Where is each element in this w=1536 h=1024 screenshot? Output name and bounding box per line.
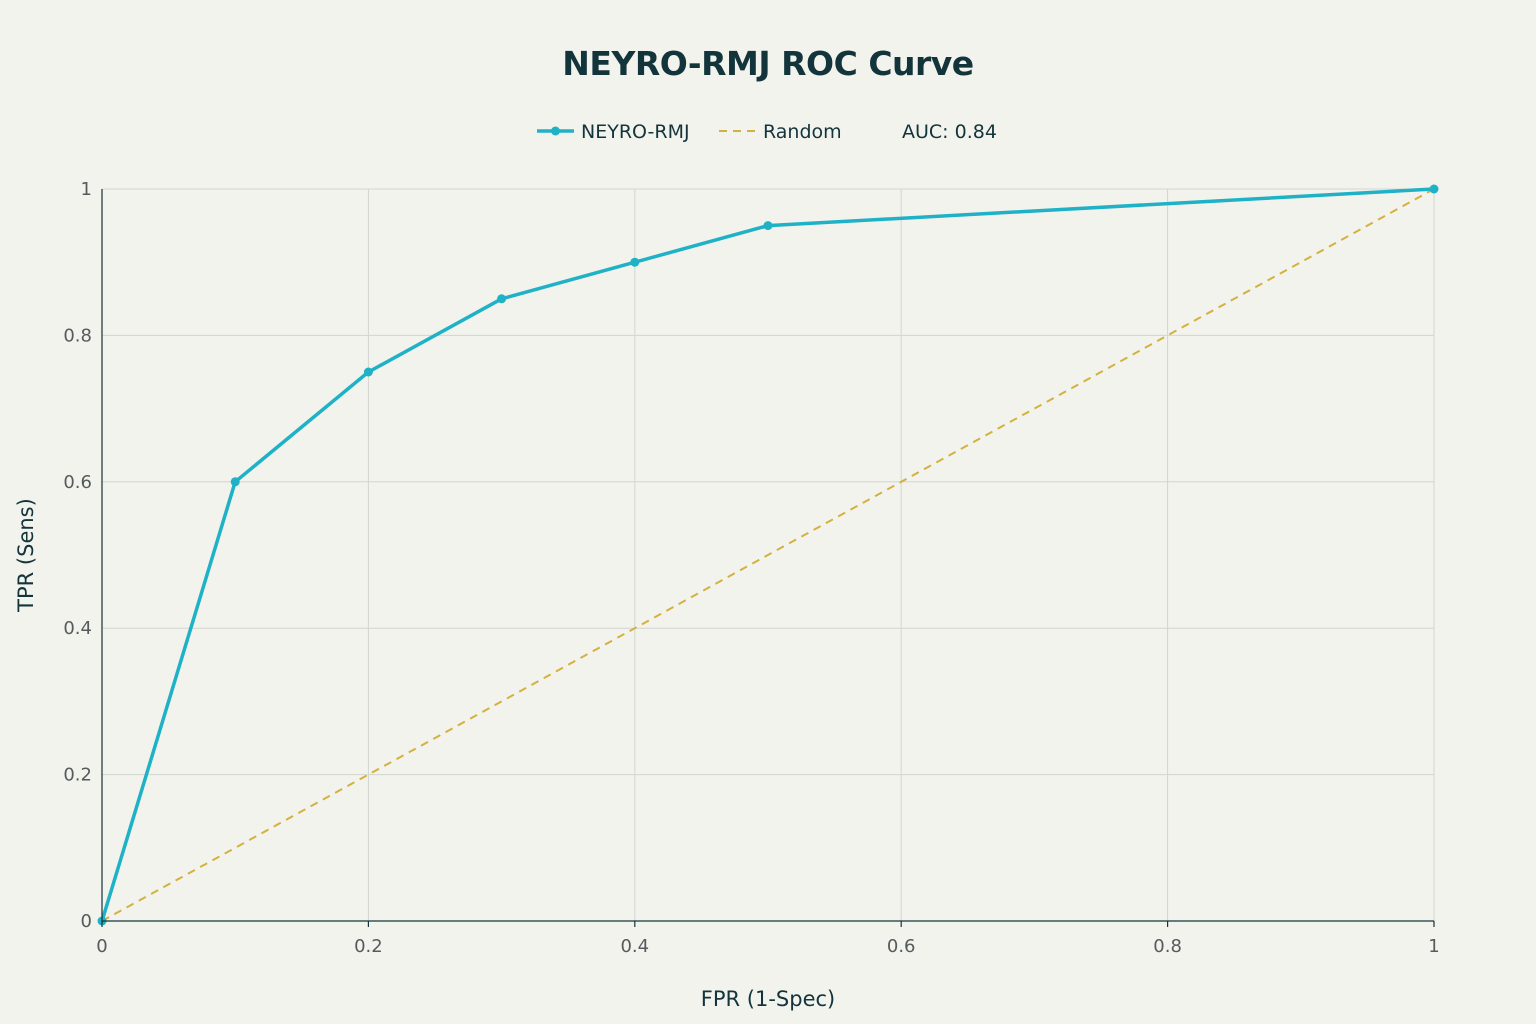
y-tick-label: 0.2	[63, 765, 92, 786]
legend-item-neyro-rmj: NEYRO-RMJ	[537, 121, 690, 143]
x-tick-label: 0.6	[887, 936, 916, 957]
chart-axes	[101, 189, 1435, 927]
x-axis-label: FPR (1-Spec)	[701, 987, 835, 1011]
legend-marker-neyro-rmj	[551, 126, 560, 136]
data-point-neyro-rmj	[497, 294, 507, 304]
x-tick-label: 0.8	[1153, 936, 1182, 957]
chart-title: NEYRO-RMJ ROC Curve	[562, 44, 973, 83]
y-tick-label: 0.4	[63, 618, 92, 639]
y-tick-label: 0.8	[63, 325, 92, 346]
x-tick-label: 0	[96, 936, 107, 957]
y-tick-label: 0	[81, 911, 92, 932]
legend-label-neyro-rmj: NEYRO-RMJ	[581, 121, 690, 143]
series-layer	[97, 184, 1439, 926]
y-tick-label: 1	[81, 179, 92, 200]
series-line-random	[101, 188, 1435, 922]
auc-annotation: AUC: 0.84	[902, 121, 997, 143]
x-tick-label: 1	[1428, 936, 1439, 957]
chart-grid	[102, 188, 1435, 921]
legend-label-random: Random	[763, 121, 842, 143]
x-tick-label: 0.2	[354, 936, 383, 957]
chart-legend: NEYRO-RMJ Random AUC: 0.84	[537, 121, 997, 143]
data-point-neyro-rmj	[630, 257, 640, 267]
y-tick-label: 0.6	[63, 472, 92, 493]
data-point-neyro-rmj	[1429, 184, 1439, 194]
data-point-neyro-rmj	[763, 221, 773, 231]
data-point-neyro-rmj	[230, 477, 240, 487]
legend-item-random: Random	[719, 121, 842, 143]
x-tick-label: 0.4	[620, 936, 649, 957]
tick-labels: 0 0.2 0.4 0.6 0.8 1 0 0.2 0.4 0.6 0.8 1	[63, 179, 1439, 957]
y-axis-label: TPR (Sens)	[14, 498, 38, 613]
data-point-neyro-rmj	[363, 367, 373, 377]
